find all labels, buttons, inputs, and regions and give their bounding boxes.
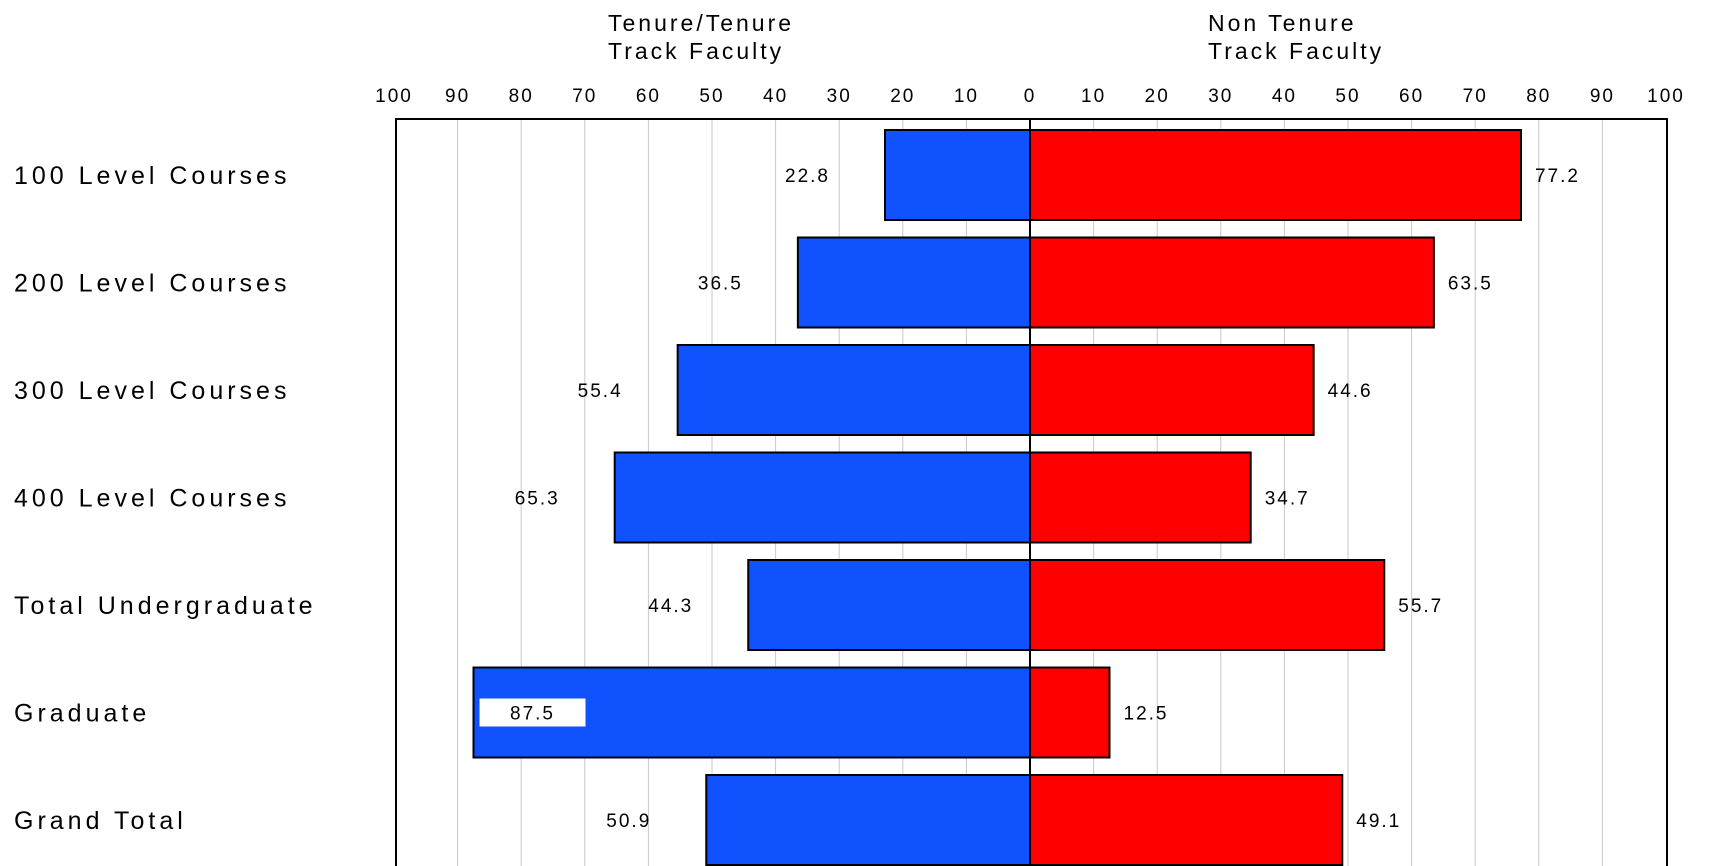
right-header-line-1: Non Tenure [1208, 10, 1357, 36]
bar-left [472, 666, 1031, 759]
bar-left [613, 451, 1032, 544]
tick-label-right: 80 [1526, 86, 1551, 107]
bar-left [705, 774, 1031, 866]
tick-label-left: 50 [699, 86, 724, 107]
data-labels: 22.8 77.2 36.5 63.5 55.4 44.6 65.3 34.7 44.3 55.7… [479, 166, 1580, 832]
data-label-left: 87.5 [510, 704, 555, 725]
left-header-line-1: Tenure/Tenure [608, 10, 794, 36]
category-label: 400 Level Courses [14, 485, 290, 513]
tick-label-left: 40 [763, 86, 788, 107]
tick-label-left: 90 [445, 86, 470, 107]
tick-label-right: 70 [1463, 86, 1488, 107]
category-label: 200 Level Courses [14, 270, 290, 298]
tick-label-left: 80 [509, 86, 534, 107]
data-label-right: 55.7 [1398, 596, 1443, 617]
category-label: 100 Level Courses [14, 162, 290, 190]
right-header-line-2: Track Faculty [1208, 38, 1384, 64]
data-label-right: 63.5 [1448, 274, 1493, 295]
tick-label-left: 20 [890, 86, 915, 107]
data-label-left: 55.4 [578, 381, 623, 402]
bar-left [796, 236, 1031, 329]
data-label-left: 22.8 [785, 166, 830, 187]
data-label-right: 12.5 [1124, 704, 1169, 725]
tick-label-left: 30 [827, 86, 852, 107]
bar-right [1029, 129, 1522, 221]
bar-left [883, 129, 1031, 221]
bar-right [1029, 236, 1435, 329]
category-label: 300 Level Courses [14, 377, 290, 405]
tick-label-left: 100 [375, 86, 413, 107]
tick-label-left: 60 [636, 86, 661, 107]
data-label-left: 65.3 [515, 489, 560, 510]
tick-label-right: 90 [1590, 86, 1615, 107]
category-label: Grand Total [14, 807, 187, 835]
tick-label-left: 70 [572, 86, 597, 107]
tick-label-left: 0 [1024, 86, 1037, 107]
tick-label-right: 40 [1272, 86, 1297, 107]
plot-frame [395, 118, 1668, 866]
bar-right [1029, 451, 1252, 544]
data-label-right: 49.1 [1356, 811, 1401, 832]
data-label-left: 50.9 [606, 811, 651, 832]
data-label-right: 77.2 [1535, 166, 1580, 187]
data-label-right: 44.6 [1328, 381, 1373, 402]
bar-right [1029, 666, 1111, 759]
tick-label-right: 20 [1145, 86, 1170, 107]
bar-right [1029, 559, 1386, 651]
data-label-highlight [479, 698, 586, 727]
tick-label-right: 100 [1647, 86, 1685, 107]
bar-right [1029, 344, 1315, 436]
data-label-left: 44.3 [648, 596, 693, 617]
bar-left [676, 344, 1031, 436]
tick-labels: 100 90 80 70 60 50 40 30 20 10 0 10 20 30 40 50 60 70 80 90… [375, 86, 1685, 107]
data-label-left: 36.5 [698, 274, 743, 295]
tick-label-right: 30 [1208, 86, 1233, 107]
category-label: Graduate [14, 700, 150, 728]
category-labels: 100 Level Courses 200 Level Courses 300 Le… [14, 162, 317, 835]
data-label-right: 34.7 [1265, 489, 1310, 510]
bar-left [747, 559, 1031, 651]
category-label: Total Undergraduate [14, 592, 317, 620]
bar-right [1029, 774, 1344, 866]
tick-label-right: 50 [1335, 86, 1360, 107]
bars [472, 129, 1522, 866]
tick-label-right: 10 [1081, 86, 1106, 107]
left-header-line-2: Track Faculty [608, 38, 784, 64]
tick-label-right: 60 [1399, 86, 1424, 107]
tick-label-left: 10 [954, 86, 979, 107]
